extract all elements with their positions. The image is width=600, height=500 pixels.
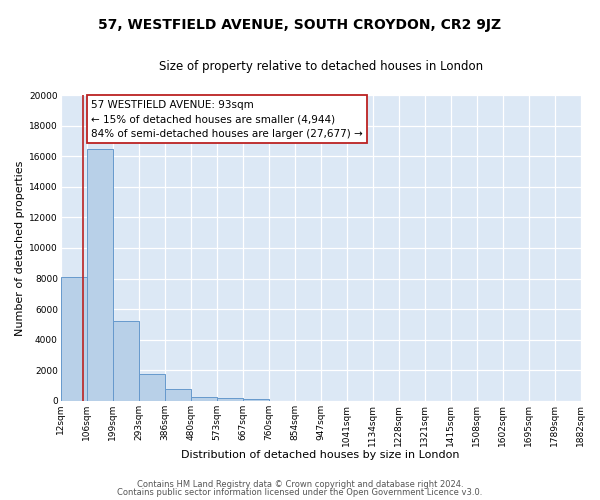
- Bar: [113, 322, 139, 401]
- X-axis label: Distribution of detached houses by size in London: Distribution of detached houses by size …: [181, 450, 460, 460]
- Bar: [139, 374, 164, 401]
- Title: Size of property relative to detached houses in London: Size of property relative to detached ho…: [158, 60, 482, 73]
- Bar: [164, 390, 191, 401]
- Bar: [87, 148, 113, 401]
- Text: Contains HM Land Registry data © Crown copyright and database right 2024.: Contains HM Land Registry data © Crown c…: [137, 480, 463, 489]
- Bar: [243, 399, 269, 401]
- Text: 57, WESTFIELD AVENUE, SOUTH CROYDON, CR2 9JZ: 57, WESTFIELD AVENUE, SOUTH CROYDON, CR2…: [98, 18, 502, 32]
- Bar: [61, 277, 87, 401]
- Bar: [191, 396, 217, 401]
- Text: Contains public sector information licensed under the Open Government Licence v3: Contains public sector information licen…: [118, 488, 482, 497]
- Y-axis label: Number of detached properties: Number of detached properties: [15, 160, 25, 336]
- Bar: [217, 398, 243, 401]
- Text: 57 WESTFIELD AVENUE: 93sqm
← 15% of detached houses are smaller (4,944)
84% of s: 57 WESTFIELD AVENUE: 93sqm ← 15% of deta…: [91, 100, 362, 139]
